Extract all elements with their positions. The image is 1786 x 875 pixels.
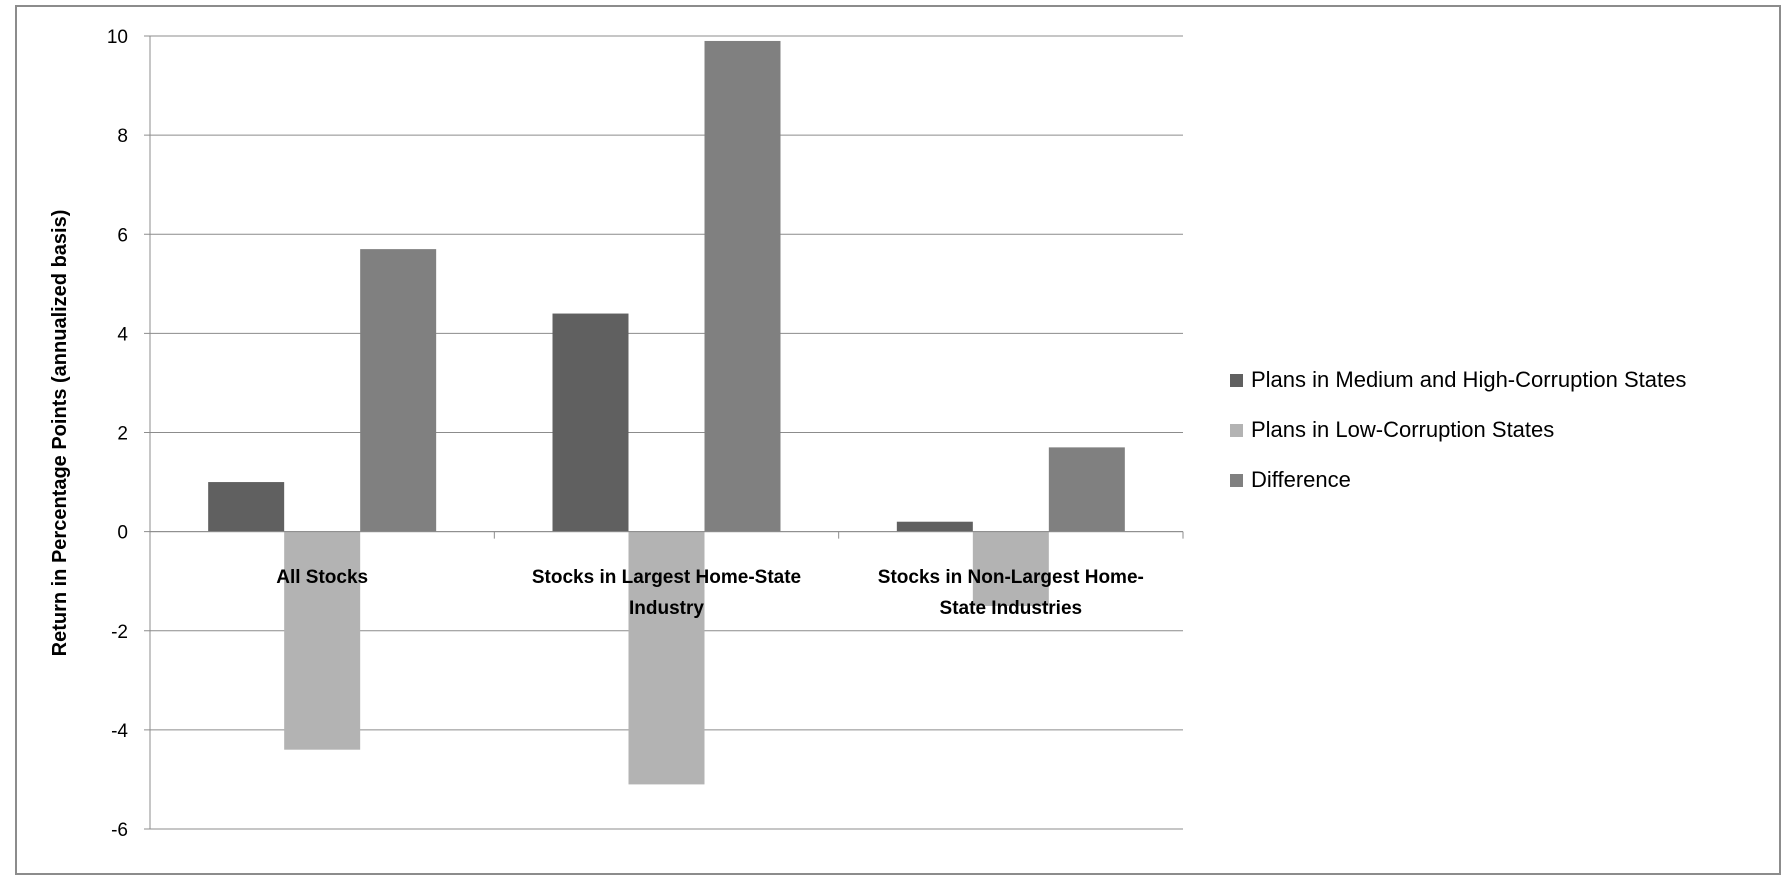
- legend: Plans in Medium and High-Corruption Stat…: [1230, 367, 1686, 492]
- y-tick-label: 6: [117, 225, 128, 246]
- y-tick-label: -4: [111, 721, 128, 742]
- bar: [972, 531, 1049, 606]
- x-axis: [149, 531, 1184, 539]
- y-tick-label: 0: [117, 523, 128, 544]
- y-tick-label: 10: [107, 27, 128, 48]
- bar: [628, 531, 705, 785]
- bar: [360, 249, 437, 532]
- category-label: Industry: [629, 598, 704, 619]
- category-labels: All Stocks Stocks in Largest Home-State In…: [276, 567, 1144, 619]
- bar-chart: -6 -4 -2 0 2 4 6 8 10 All Stocks Stocks in Larges…: [49, 27, 1686, 841]
- legend-swatch: [1230, 374, 1243, 387]
- y-axis-label: Return in Percentage Points (annualized …: [49, 210, 71, 657]
- bar: [1048, 447, 1125, 532]
- bar: [284, 531, 361, 750]
- bar: [208, 482, 285, 532]
- bar: [552, 313, 629, 532]
- category-label: Stocks in Non-Largest Home-: [878, 567, 1144, 588]
- legend-swatch: [1230, 424, 1243, 437]
- legend-swatch: [1230, 474, 1243, 487]
- bar: [704, 40, 781, 532]
- y-tick-label: -2: [111, 622, 128, 643]
- y-axis-ticks: -6 -4 -2 0 2 4 6 8 10: [107, 27, 129, 841]
- legend-label: Difference: [1251, 467, 1351, 492]
- y-tick-label: -6: [111, 820, 128, 841]
- y-tick-label: 2: [117, 424, 128, 445]
- legend-label: Plans in Low-Corruption States: [1251, 417, 1554, 442]
- bars: [208, 40, 1125, 785]
- y-tick-label: 4: [117, 324, 128, 345]
- bar: [896, 521, 973, 532]
- category-label: All Stocks: [276, 567, 368, 588]
- category-label: State Industries: [940, 598, 1083, 619]
- legend-label: Plans in Medium and High-Corruption Stat…: [1251, 367, 1686, 392]
- category-label: Stocks in Largest Home-State: [532, 567, 801, 588]
- y-tick-label: 8: [117, 126, 128, 147]
